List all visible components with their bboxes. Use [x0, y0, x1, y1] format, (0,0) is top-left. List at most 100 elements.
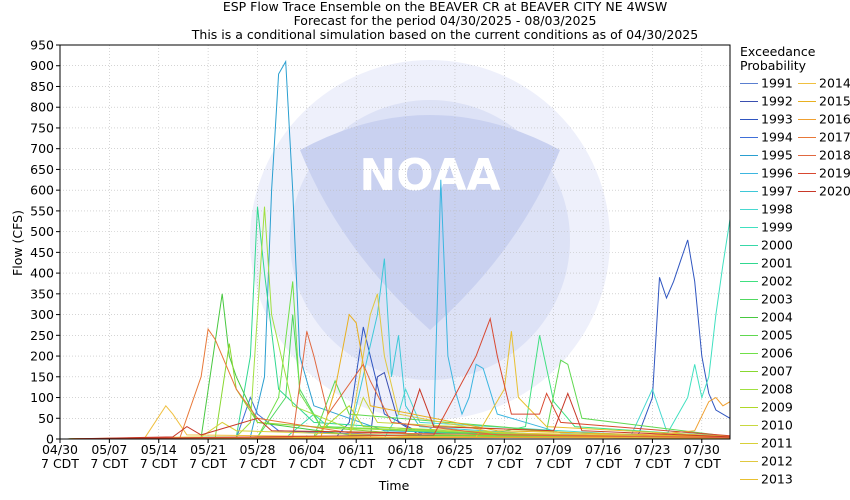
x-tick-label-date: 05/28 [239, 442, 275, 457]
legend-label: 1995 [761, 147, 793, 163]
legend-swatch [740, 209, 758, 210]
legend-swatch [740, 317, 758, 318]
y-tick-label: 300 [30, 307, 54, 322]
legend-swatch [740, 263, 758, 264]
series-line-2019 [67, 316, 731, 440]
chart-titles: ESP Flow Trace Ensemble on the BEAVER CR… [0, 0, 850, 42]
legend-item-2004: 2004 [740, 308, 793, 326]
x-tick-label-date: 07/23 [634, 442, 670, 457]
x-tick-label-date: 05/21 [190, 442, 226, 457]
y-tick-label: 850 [30, 79, 54, 94]
legend-swatch [798, 83, 816, 84]
y-tick-label: 50 [38, 411, 54, 426]
legend-item-1997: 1997 [740, 182, 793, 200]
x-tick-label-time: 7 CDT [683, 456, 721, 471]
legend-label: 2013 [761, 471, 793, 487]
legend-label: 1992 [761, 93, 793, 109]
legend-item-2016: 2016 [798, 110, 850, 128]
legend-label: 2010 [761, 417, 793, 433]
legend-item-2019: 2019 [798, 164, 850, 182]
y-tick-label: 500 [30, 224, 54, 239]
legend-label: 1999 [761, 219, 793, 235]
legend-swatch [740, 461, 758, 462]
legend-item-1994: 1994 [740, 128, 793, 146]
legend-item-2006: 2006 [740, 344, 793, 362]
legend-swatch [740, 227, 758, 228]
y-tick-label: 450 [30, 245, 54, 260]
legend-swatch [740, 407, 758, 408]
legend-item-1998: 1998 [740, 200, 793, 218]
legend-label: 2011 [761, 435, 793, 451]
legend-item-2013: 2013 [740, 470, 793, 488]
legend-swatch [740, 83, 758, 84]
x-tick-label-time: 7 CDT [189, 456, 227, 471]
legend-label: 2019 [819, 165, 850, 181]
legend-label: 2002 [761, 273, 793, 289]
legend-item-1993: 1993 [740, 110, 793, 128]
legend-label: 2016 [819, 111, 850, 127]
legend-swatch [740, 371, 758, 372]
x-tick-label-date: 07/30 [684, 442, 720, 457]
y-tick-label: 250 [30, 328, 54, 343]
legend-swatch [740, 479, 758, 480]
legend-label: 2006 [761, 345, 793, 361]
legend-item-2009: 2009 [740, 398, 793, 416]
y-tick-label: 550 [30, 203, 54, 218]
legend-label: 1997 [761, 183, 793, 199]
legend-item-2012: 2012 [740, 452, 793, 470]
legend-swatch [740, 389, 758, 390]
legend-swatch [740, 299, 758, 300]
legend-label: 2001 [761, 255, 793, 271]
legend-swatch [798, 137, 816, 138]
y-tick-label: 100 [30, 390, 54, 405]
x-tick-label-date: 06/25 [437, 442, 473, 457]
x-tick-label-time: 7 CDT [584, 456, 622, 471]
y-tick-label: 200 [30, 349, 54, 364]
legend-swatch [740, 335, 758, 336]
legend-item-2005: 2005 [740, 326, 793, 344]
y-tick-label: 650 [30, 162, 54, 177]
x-tick-label-time: 7 CDT [535, 456, 573, 471]
x-tick-label-time: 7 CDT [436, 456, 474, 471]
legend-swatch [740, 119, 758, 120]
watermark-noaa-text: NOAA [359, 150, 500, 201]
legend-swatch [798, 101, 816, 102]
legend-swatch [740, 353, 758, 354]
series-line-2013 [67, 331, 731, 440]
series-line-2017 [67, 327, 731, 440]
legend-item-2020: 2020 [798, 182, 850, 200]
legend-swatch [798, 155, 816, 156]
legend-label: 2020 [819, 183, 850, 199]
legend-label: 2018 [819, 147, 850, 163]
legend-label: 2008 [761, 381, 793, 397]
x-tick-label-time: 7 CDT [90, 456, 128, 471]
legend-item-2010: 2010 [740, 416, 793, 434]
x-tick-label-date: 07/16 [585, 442, 621, 457]
chart-title: ESP Flow Trace Ensemble on the BEAVER CR… [222, 0, 668, 14]
y-axis-label: Flow (CFS) [10, 210, 25, 276]
chart-subtitle-conditions: This is a conditional simulation based o… [191, 27, 699, 42]
legend-item-1991: 1991 [740, 74, 793, 92]
legend-item-2017: 2017 [798, 128, 850, 146]
x-tick-label-time: 7 CDT [41, 456, 79, 471]
legend-item-2007: 2007 [740, 362, 793, 380]
series-line-2020 [67, 387, 731, 440]
x-tick-label-date: 06/18 [388, 442, 424, 457]
y-tick-label: 400 [30, 266, 54, 281]
x-tick-label-time: 7 CDT [387, 456, 425, 471]
chart-axes: 0 50 100 150 200 250 300 350 400 450 500 550 600 650 7… [30, 38, 731, 471]
legend-item-1999: 1999 [740, 218, 793, 236]
legend-item-2011: 2011 [740, 434, 793, 452]
legend-item-2000: 2000 [740, 236, 793, 254]
legend-label: 2007 [761, 363, 793, 379]
plot-frame [59, 44, 731, 440]
legend-item-2014: 2014 [798, 74, 850, 92]
legend-swatch [740, 191, 758, 192]
x-tick-label-date: 04/30 [42, 442, 78, 457]
legend-title: Exceedance Probability [740, 44, 816, 73]
x-tick-label-time: 7 CDT [633, 456, 671, 471]
legend-swatch [740, 101, 758, 102]
legend-item-1995: 1995 [740, 146, 793, 164]
x-tick-label-date: 05/14 [141, 442, 177, 457]
